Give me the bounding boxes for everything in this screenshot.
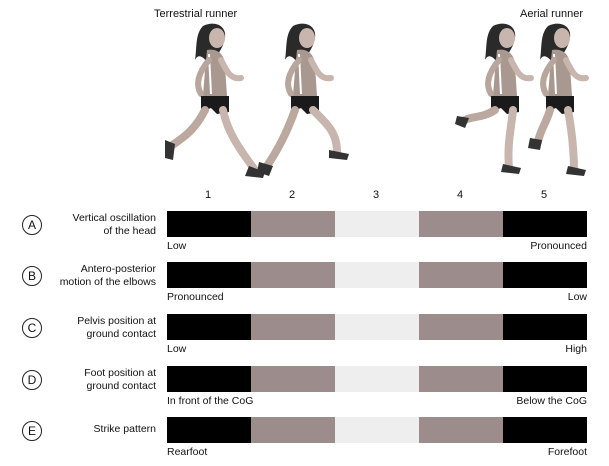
row-a: A Vertical oscillation of the head Low P… xyxy=(0,211,609,259)
scale-bar-a xyxy=(167,211,587,237)
row-letter-c: C xyxy=(22,318,42,338)
row-label-a-line2: of the head xyxy=(103,225,156,237)
scale-segment-3 xyxy=(335,262,419,288)
scale-segment-1 xyxy=(167,314,251,340)
scale-segment-4 xyxy=(419,417,503,443)
row-high-label-c: High xyxy=(565,343,587,355)
row-label-e-line1: Strike pattern xyxy=(93,423,156,435)
scale-segment-4 xyxy=(419,262,503,288)
row-b: B Antero-posterior motion of the elbows … xyxy=(0,262,609,310)
row-low-label-c: Low xyxy=(167,343,187,355)
row-label-b: Antero-posterior motion of the elbows xyxy=(44,263,156,289)
row-label-a: Vertical oscillation of the head xyxy=(44,212,156,238)
row-high-label-b: Low xyxy=(567,291,587,303)
row-label-c-line2: ground contact xyxy=(86,328,156,340)
row-label-d: Foot position at ground contact xyxy=(44,367,156,393)
row-low-label-d: In front of the CoG xyxy=(167,395,254,407)
terrestrial-runner-2-icon xyxy=(257,24,349,176)
scale-segment-1 xyxy=(167,211,251,237)
runner-figures xyxy=(165,20,600,178)
row-label-a-line1: Vertical oscillation xyxy=(72,212,156,224)
row-label-c-line1: Pelvis position at xyxy=(77,315,156,327)
scale-segment-5 xyxy=(503,211,587,237)
row-e: E Strike pattern Rearfoot Forefoot xyxy=(0,417,609,465)
row-letter-e: E xyxy=(22,421,42,441)
row-low-label-e: Rearfoot xyxy=(167,446,208,458)
scale-segment-5 xyxy=(503,366,587,392)
scale-segment-2 xyxy=(251,211,335,237)
row-label-e: Strike pattern xyxy=(44,423,156,436)
scale-segment-3 xyxy=(335,211,419,237)
scale-segment-2 xyxy=(251,314,335,340)
row-label-b-line1: Antero-posterior xyxy=(80,263,156,275)
row-letter-b: B xyxy=(22,266,42,286)
row-label-d-line2: ground contact xyxy=(86,380,156,392)
scale-segment-4 xyxy=(419,366,503,392)
row-c: C Pelvis position at ground contact Low … xyxy=(0,314,609,362)
scale-segment-4 xyxy=(419,314,503,340)
column-number-1: 1 xyxy=(204,189,212,201)
row-d: D Foot position at ground contact In fro… xyxy=(0,366,609,414)
column-number-3: 3 xyxy=(372,189,380,201)
aerial-runner-title: Aerial runner xyxy=(520,8,583,20)
row-high-label-a: Pronounced xyxy=(530,240,587,252)
scale-segment-2 xyxy=(251,262,335,288)
row-label-c: Pelvis position at ground contact xyxy=(44,315,156,341)
scale-segment-5 xyxy=(503,314,587,340)
scale-bar-b xyxy=(167,262,587,288)
scale-segment-3 xyxy=(335,417,419,443)
row-high-label-d: Below the CoG xyxy=(516,395,587,407)
scale-segment-2 xyxy=(251,366,335,392)
row-letter-a: A xyxy=(22,215,42,235)
aerial-runner-2-icon xyxy=(528,24,586,176)
scale-segment-4 xyxy=(419,211,503,237)
scale-segment-1 xyxy=(167,366,251,392)
row-low-label-b: Pronounced xyxy=(167,291,224,303)
terrestrial-runner-1-icon xyxy=(165,24,265,178)
column-number-2: 2 xyxy=(288,189,296,201)
row-letter-d: D xyxy=(22,370,42,390)
scale-segment-5 xyxy=(503,262,587,288)
scale-bar-c xyxy=(167,314,587,340)
scale-segment-1 xyxy=(167,262,251,288)
row-label-d-line1: Foot position at xyxy=(84,367,156,379)
scale-segment-5 xyxy=(503,417,587,443)
column-number-4: 4 xyxy=(456,189,464,201)
scale-bar-d xyxy=(167,366,587,392)
row-label-b-line2: motion of the elbows xyxy=(59,276,156,288)
row-high-label-e: Forefoot xyxy=(547,446,587,458)
aerial-runner-1-icon xyxy=(455,24,531,174)
scale-segment-1 xyxy=(167,417,251,443)
scale-segment-3 xyxy=(335,314,419,340)
row-low-label-a: Low xyxy=(167,240,187,252)
column-number-5: 5 xyxy=(540,189,548,201)
scale-segment-2 xyxy=(251,417,335,443)
terrestrial-runner-title: Terrestrial runner xyxy=(154,8,238,20)
scale-bar-e xyxy=(167,417,587,443)
scale-segment-3 xyxy=(335,366,419,392)
